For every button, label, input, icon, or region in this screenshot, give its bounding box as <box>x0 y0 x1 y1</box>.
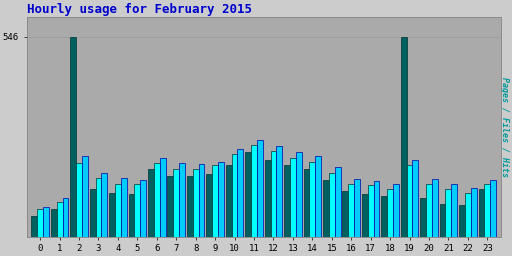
Bar <box>420 198 426 237</box>
Bar <box>343 191 348 237</box>
Bar <box>440 204 445 237</box>
Bar <box>265 160 270 237</box>
Bar <box>37 209 43 237</box>
Bar <box>231 154 238 237</box>
Bar <box>174 169 179 237</box>
Bar <box>304 169 309 237</box>
Bar <box>96 178 101 237</box>
Bar <box>393 184 399 237</box>
Bar <box>218 162 224 237</box>
Bar <box>70 37 76 237</box>
Bar <box>290 158 296 237</box>
Bar <box>206 174 212 237</box>
Y-axis label: Pages / Files / Hits: Pages / Files / Hits <box>500 77 509 177</box>
Bar <box>335 167 340 237</box>
Bar <box>140 180 146 237</box>
Bar <box>51 209 57 237</box>
Bar <box>121 178 126 237</box>
Bar <box>257 140 263 237</box>
Bar <box>129 195 135 237</box>
Bar <box>484 184 490 237</box>
Bar <box>199 164 204 237</box>
Bar <box>101 173 107 237</box>
Bar <box>315 156 321 237</box>
Bar <box>109 193 115 237</box>
Bar <box>57 202 62 237</box>
Bar <box>251 145 257 237</box>
Bar <box>381 196 387 237</box>
Text: Hourly usage for February 2015: Hourly usage for February 2015 <box>27 3 251 16</box>
Bar <box>362 195 368 237</box>
Bar <box>374 181 379 237</box>
Bar <box>238 149 243 237</box>
Bar <box>490 180 496 237</box>
Bar <box>115 184 121 237</box>
Bar <box>413 160 418 237</box>
Bar <box>348 184 354 237</box>
Bar <box>270 151 276 237</box>
Bar <box>401 37 407 237</box>
Bar <box>284 165 290 237</box>
Bar <box>407 165 413 237</box>
Bar <box>31 217 37 237</box>
Bar <box>432 179 438 237</box>
Bar <box>187 176 193 237</box>
Bar <box>479 189 484 237</box>
Bar <box>309 162 315 237</box>
Bar <box>148 169 154 237</box>
Bar <box>43 207 49 237</box>
Bar <box>465 193 471 237</box>
Bar <box>471 188 477 237</box>
Bar <box>160 158 165 237</box>
Bar <box>329 173 335 237</box>
Bar <box>445 189 451 237</box>
Bar <box>212 165 218 237</box>
Bar <box>226 165 231 237</box>
Bar <box>90 189 96 237</box>
Bar <box>62 198 68 237</box>
Bar <box>167 176 174 237</box>
Bar <box>154 163 160 237</box>
Bar <box>193 169 199 237</box>
Bar <box>82 156 88 237</box>
Bar <box>276 146 282 237</box>
Bar <box>368 185 374 237</box>
Bar <box>135 184 140 237</box>
Bar <box>245 152 251 237</box>
Bar <box>296 152 302 237</box>
Bar <box>354 179 360 237</box>
Bar <box>179 163 185 237</box>
Bar <box>459 206 465 237</box>
Bar <box>426 184 432 237</box>
Bar <box>451 184 457 237</box>
Bar <box>76 163 82 237</box>
Bar <box>323 180 329 237</box>
Bar <box>387 189 393 237</box>
